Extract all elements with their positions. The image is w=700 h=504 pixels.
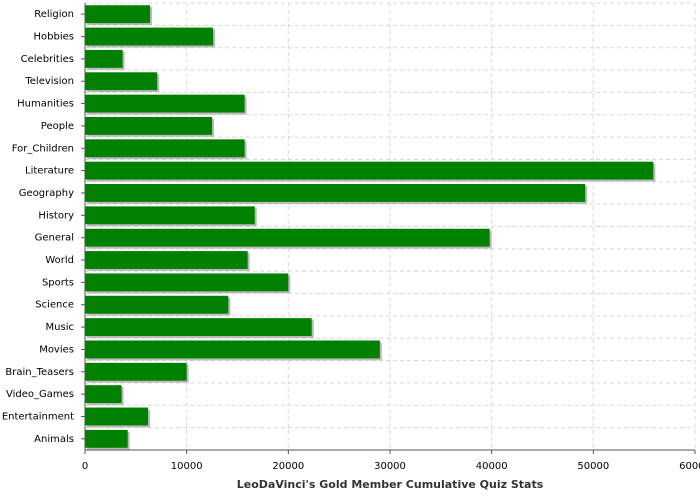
bar xyxy=(85,27,214,46)
bar xyxy=(85,407,149,426)
bar xyxy=(85,295,229,314)
y-tick-label: Brain_Teasers xyxy=(5,367,74,378)
bar xyxy=(85,5,151,24)
bar xyxy=(85,362,187,381)
bar xyxy=(85,429,128,448)
x-tick-label: 20000 xyxy=(272,461,304,472)
y-tick-label: General xyxy=(35,233,74,244)
y-tick-label: History xyxy=(38,210,74,221)
y-tick-label: Science xyxy=(35,300,74,311)
y-tick-label: Entertainment xyxy=(2,411,74,422)
bar xyxy=(85,116,213,135)
x-tick-label: 40000 xyxy=(476,461,508,472)
y-tick-label: Music xyxy=(46,322,74,333)
bar xyxy=(85,228,490,247)
y-tick-label: Video_Games xyxy=(6,389,74,400)
bar xyxy=(85,72,158,91)
y-tick-label: People xyxy=(41,121,74,132)
y-tick-label: Movies xyxy=(39,344,74,355)
bar xyxy=(85,273,289,292)
bar xyxy=(85,251,248,269)
bar xyxy=(85,161,654,180)
bar xyxy=(85,206,255,225)
y-tick-label: Geography xyxy=(19,188,74,199)
x-tick-label: 50000 xyxy=(577,461,609,472)
bar xyxy=(85,340,380,359)
bar xyxy=(85,385,122,404)
bar xyxy=(85,49,123,68)
y-tick-label: Religion xyxy=(34,9,74,20)
bar xyxy=(85,184,586,202)
y-tick-label: For_Children xyxy=(12,143,74,154)
x-tick-label: 30000 xyxy=(374,461,406,472)
y-tick-label: Literature xyxy=(25,166,74,177)
bar xyxy=(85,139,245,158)
y-tick-label: Celebrities xyxy=(21,54,74,65)
y-tick-label: Humanities xyxy=(17,99,74,110)
chart-title: LeoDaVinci's Gold Member Cumulative Quiz… xyxy=(237,478,544,491)
x-tick-label: 10000 xyxy=(171,461,203,472)
bar xyxy=(85,94,245,113)
y-tick-label: World xyxy=(45,255,74,266)
y-tick-label: Animals xyxy=(34,434,74,445)
y-tick-label: Television xyxy=(24,76,74,87)
x-tick-label: 0 xyxy=(82,461,88,472)
x-tick-label: 60000 xyxy=(679,461,700,472)
y-tick-label: Sports xyxy=(42,277,74,288)
bar xyxy=(85,318,312,337)
y-tick-label: Hobbies xyxy=(34,32,74,43)
